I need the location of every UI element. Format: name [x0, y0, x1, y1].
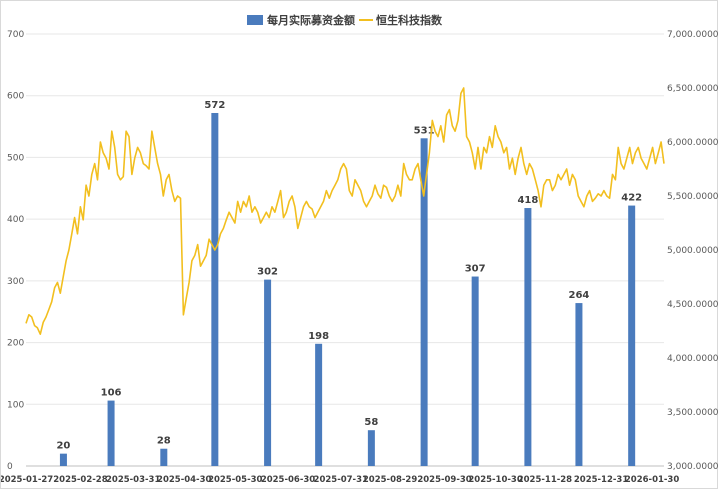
- x-tick-label: 2026-01-30: [625, 475, 679, 485]
- bar-series: [59, 112, 636, 466]
- y-left-tick-label: 200: [7, 339, 24, 349]
- gridlines: [26, 33, 664, 405]
- bar-data-label: 20: [56, 441, 70, 452]
- y-left-tick-label: 100: [7, 400, 24, 410]
- bar: [575, 303, 583, 466]
- y-axis-left: 0 100 200 300 400 500 600 700: [7, 30, 24, 472]
- x-tick-label: 2025-08-29: [363, 475, 417, 485]
- bar: [524, 208, 532, 466]
- index-line: [25, 87, 665, 336]
- x-tick-label: 2025-10-30: [468, 475, 522, 485]
- y-right-tick-label: 3,000.0000: [667, 462, 719, 472]
- y-right-tick-label: 6,000.0000: [667, 138, 719, 148]
- bar-data-label: 302: [257, 267, 278, 278]
- x-tick-label: 2025-07-31: [314, 475, 368, 485]
- x-tick-label: 2025-11-28: [518, 475, 572, 485]
- bar: [315, 343, 323, 466]
- y-left-tick-label: 500: [7, 153, 24, 163]
- bar: [420, 138, 428, 466]
- y-right-tick-label: 6,500.0000: [667, 84, 719, 94]
- bar-data-labels: 20 106 28 572 302 198 58 531 307 418 264 422: [56, 100, 642, 452]
- x-tick-label: 2025-02-28: [53, 475, 107, 485]
- bar: [628, 205, 636, 466]
- bar: [107, 400, 115, 466]
- legend-line-label: 恒生科技指数: [376, 13, 443, 27]
- bar-data-label: 28: [157, 436, 171, 447]
- y-left-tick-label: 400: [7, 215, 24, 225]
- x-tick-label: 2025-06-30: [261, 475, 315, 485]
- bar: [59, 453, 67, 466]
- y-left-tick-label: 0: [7, 462, 13, 472]
- bar: [211, 112, 219, 466]
- y-right-tick-label: 5,000.0000: [667, 246, 719, 256]
- y-left-tick-label: 300: [7, 277, 24, 287]
- y-left-tick-label: 600: [7, 92, 24, 102]
- legend-bar-swatch: [247, 15, 263, 25]
- x-tick-label: 2025-04-30: [157, 475, 211, 485]
- bar: [471, 276, 479, 466]
- x-tick-label: 2025-09-30: [417, 475, 471, 485]
- y-right-tick-label: 5,500.0000: [667, 192, 719, 202]
- x-tick-label: 2025-01-27: [1, 475, 53, 485]
- bar-data-label: 307: [465, 264, 486, 275]
- x-tick-label: 2025-12-31: [574, 475, 628, 485]
- y-right-tick-label: 3,500.0000: [667, 408, 719, 418]
- y-left-tick-label: 700: [7, 30, 24, 40]
- y-axis-right: 3,000.0000 3,500.0000 4,000.0000 4,500.0000…: [667, 30, 719, 472]
- y-right-tick-label: 4,500.0000: [667, 300, 719, 310]
- x-axis: 2025-01-27 2025-02-282025-03-312025-04-30…: [0, 465, 679, 485]
- bar-data-label: 418: [517, 195, 538, 206]
- legend: 每月实际募资金额 恒生科技指数: [247, 13, 443, 27]
- y-right-tick-label: 4,000.0000: [667, 354, 719, 364]
- bar-data-label: 58: [364, 417, 378, 428]
- x-tick-label: 2025-05-30: [208, 475, 262, 485]
- line-series: [25, 87, 665, 336]
- bar-data-label: 422: [621, 193, 642, 204]
- bar-data-label: 264: [568, 290, 589, 301]
- bar-data-label: 572: [204, 100, 225, 111]
- bar: [264, 279, 272, 466]
- y-right-tick-label: 7,000.0000: [667, 30, 719, 40]
- bar: [160, 448, 168, 466]
- bar-data-label: 106: [101, 388, 122, 399]
- x-tick-label: 2025-03-31: [106, 475, 160, 485]
- bar: [367, 430, 375, 466]
- bar-data-label: 531: [414, 125, 435, 136]
- bar-data-label: 198: [308, 331, 329, 342]
- legend-bar-label: 每月实际募资金额: [267, 13, 355, 27]
